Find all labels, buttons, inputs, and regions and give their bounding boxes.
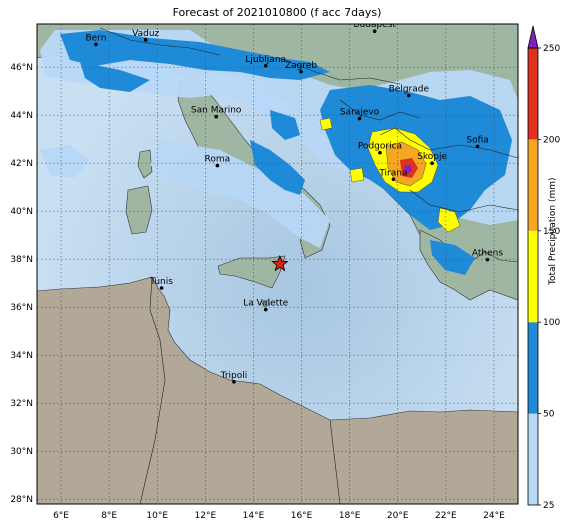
city-dot [143, 38, 148, 42]
map-title: Forecast of 2021010800 (f acc 7days) [172, 6, 382, 19]
lat-tick-label: 34°N [10, 351, 33, 361]
colorbar-extend-arrow [527, 25, 539, 49]
lon-tick-label: 12°E [195, 511, 217, 521]
lat-tick-label: 46°N [10, 63, 33, 73]
city-label: Athens [472, 249, 503, 259]
lat-tick-label: 42°N [10, 159, 33, 169]
city-dot [378, 150, 382, 155]
city-dot [407, 93, 411, 98]
city-label: Tripoli [220, 371, 248, 381]
city-label: Zagreb [285, 61, 317, 71]
lon-tick-label: 20°E [387, 511, 409, 521]
lat-tick-label: 44°N [10, 111, 33, 121]
lat-tick-label: 38°N [10, 255, 33, 265]
city-dot [263, 307, 268, 312]
city-label: Podgorica [358, 142, 402, 152]
lat-tick-label: 40°N [10, 207, 33, 217]
lat-tick-label: 36°N [10, 303, 33, 313]
city-dot [299, 69, 303, 74]
city-label: Budapest [353, 20, 396, 30]
city-dot [159, 286, 164, 290]
colorbar-tick-label: 150 [543, 227, 560, 237]
lon-tick-label: 16°E [291, 511, 313, 521]
city-label: La Valette [243, 299, 288, 309]
country-borders [99, 27, 518, 504]
city-label: Tirana [378, 168, 407, 178]
city-label: Sarajevo [340, 108, 380, 118]
lat-tick-label: 28°N [10, 495, 33, 505]
star-marker [271, 254, 289, 272]
city-label: Roma [205, 155, 231, 165]
city-label: Vaduz [132, 29, 159, 39]
lat-tick-label: 32°N [10, 399, 33, 409]
lon-tick-label: 6°E [53, 511, 69, 521]
city-dot [485, 257, 490, 262]
lon-tick-label: 18°E [339, 511, 361, 521]
city-label: Bern [85, 33, 106, 43]
latitude-tick-labels: 28°N 30°N 32°N 34°N 36°N 38°N 40°N 42°N 44°N 46°N [10, 63, 33, 505]
colorbar: 25 50 100 150 200 250 [527, 25, 560, 511]
colorbar-segment [528, 322, 538, 414]
city-label: Tunis [149, 277, 173, 287]
sicily-island [217, 255, 286, 289]
city-dot [232, 380, 236, 384]
city-label: Ljubljana [245, 55, 286, 65]
city-label: Belgrade [389, 85, 430, 95]
longitude-tick-labels: 6°E 8°E 10°E 12°E 14°E 16°E 18°E 20°E 22°E 24°E [53, 511, 505, 521]
malta-island [261, 299, 271, 308]
lon-tick-label: 22°E [435, 511, 457, 521]
lat-tick-label: 30°N [10, 447, 33, 457]
lon-tick-label: 8°E [101, 511, 117, 521]
lat-lon-grid [37, 24, 518, 504]
colorbar-segment [528, 413, 538, 505]
sardinia-island [125, 185, 153, 235]
colorbar-title: Total Precipitation (mm) [548, 177, 558, 285]
colorbar-segment [528, 139, 538, 231]
city-dot [372, 29, 377, 33]
city-dot [214, 114, 218, 119]
city-label: Sofia [466, 135, 488, 145]
colorbar-tick-label: 100 [543, 318, 560, 328]
city-dot [475, 144, 480, 149]
corsica-island [137, 149, 153, 179]
city-label: Skopje [417, 152, 447, 162]
colorbar-segment [528, 230, 538, 323]
lon-tick-label: 10°E [146, 511, 168, 521]
city-dot [430, 161, 434, 165]
colorbar-tick-label: 250 [543, 44, 560, 54]
city-dot [391, 177, 396, 182]
city-dot [215, 163, 220, 168]
colorbar-tick-label: 50 [543, 410, 555, 420]
colorbar-tick-label: 200 [543, 135, 560, 145]
city-label: San Marino [191, 106, 242, 116]
city-dot [94, 42, 98, 47]
colorbar-frame [527, 47, 539, 506]
lon-tick-label: 24°E [483, 511, 505, 521]
plot-frame [36, 23, 519, 505]
colorbar-tick-label: 25 [543, 501, 554, 511]
city-dot [263, 63, 268, 68]
city-dot [357, 116, 362, 121]
colorbar-segment [528, 48, 538, 140]
lon-tick-label: 14°E [243, 511, 265, 521]
